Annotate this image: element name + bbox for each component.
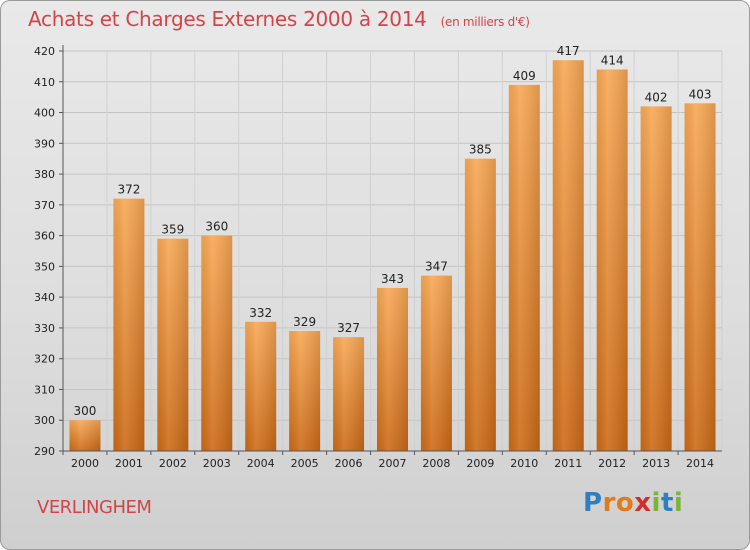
value-label-2002: 359: [161, 223, 184, 237]
value-label-2011: 417: [557, 44, 580, 58]
x-tick-label-2008: 2008: [422, 457, 450, 470]
value-label-2010: 409: [513, 69, 536, 83]
x-tick-label-2012: 2012: [598, 457, 626, 470]
bar-shade-2001: [113, 198, 145, 451]
logo-letter: i: [673, 488, 684, 518]
value-label-2000: 300: [74, 404, 97, 418]
x-tick-label-2007: 2007: [379, 457, 407, 470]
bar-shade-2013: [640, 106, 672, 451]
x-tick-label-2005: 2005: [291, 457, 319, 470]
chart-title: Achats et Charges Externes 2000 à 2014 (…: [28, 7, 530, 31]
x-tick-label-2006: 2006: [335, 457, 363, 470]
value-label-2013: 402: [645, 90, 668, 104]
value-label-2003: 360: [205, 220, 228, 234]
bar-shade-2006: [333, 337, 365, 451]
logo-letter: o: [615, 488, 635, 518]
logo-letter: r: [602, 488, 616, 518]
y-tick-label: 340: [34, 291, 55, 304]
value-label-2014: 403: [689, 87, 712, 101]
bar-shade-2008: [420, 275, 452, 451]
x-tick-label-2011: 2011: [554, 457, 582, 470]
bar-shade-2014: [684, 103, 716, 452]
bar-shade-2009: [464, 158, 496, 451]
x-tick-label-2013: 2013: [642, 457, 670, 470]
y-tick-label: 410: [34, 76, 55, 89]
bar-shade-2010: [508, 84, 540, 451]
y-tick-label: 360: [34, 230, 55, 243]
bars: 300 372 359 360 332 329 327 343 347 385 409 417 414 4…: [69, 44, 716, 452]
value-label-2012: 414: [601, 53, 624, 67]
value-label-2004: 332: [249, 306, 272, 320]
x-tick-label-2000: 2000: [71, 457, 99, 470]
bar-shade-2007: [377, 287, 408, 451]
commune-name: VERLINGHEM: [37, 497, 152, 518]
y-tick-label: 320: [34, 353, 55, 366]
logo-letter: t: [660, 488, 674, 518]
x-tick-label-2004: 2004: [247, 457, 275, 470]
y-tick-label: 400: [34, 107, 55, 120]
y-tick-label: 300: [34, 414, 55, 427]
x-tick-label-2001: 2001: [115, 457, 143, 470]
y-tick-label: 370: [34, 199, 55, 212]
bar-shade-2000: [69, 420, 101, 451]
y-tick-label: 390: [34, 137, 55, 150]
chart-title-text: Achats et Charges Externes 2000 à 2014: [28, 7, 427, 31]
value-label-2009: 385: [469, 143, 492, 157]
y-tick-label: 290: [34, 445, 55, 458]
bar-shade-2002: [157, 238, 189, 451]
bar-shade-2012: [596, 69, 628, 451]
x-tick-label-2014: 2014: [686, 457, 714, 470]
value-label-2006: 327: [337, 321, 360, 335]
y-tick-label: 310: [34, 383, 55, 396]
chart-unit: (en milliers d'€): [440, 15, 530, 29]
value-label-2008: 347: [425, 260, 448, 274]
value-label-2007: 343: [381, 272, 404, 286]
y-tick-label: 380: [34, 168, 55, 181]
bar-shade-2004: [245, 321, 277, 451]
bar-shade-2003: [201, 235, 233, 451]
y-tick-label: 350: [34, 260, 55, 273]
value-label-2001: 372: [117, 183, 140, 197]
proxiti-logo[interactable]: Proxiti: [583, 488, 683, 518]
x-tick-label-2002: 2002: [159, 457, 187, 470]
logo-letter: P: [583, 488, 603, 518]
x-tick-label-2003: 2003: [203, 457, 231, 470]
bar-shade-2005: [289, 331, 321, 451]
y-tick-label: 420: [34, 45, 55, 58]
value-label-2005: 329: [293, 315, 316, 329]
x-tick-label-2010: 2010: [510, 457, 538, 470]
y-tick-label: 330: [34, 322, 55, 335]
logo-letter: i: [651, 488, 661, 518]
bar-shade-2011: [552, 60, 584, 451]
x-tick-label-2009: 2009: [466, 457, 494, 470]
axes: 290 300 310 320 330 340 350 360 370 380 390 400 410 4…: [34, 45, 722, 470]
logo-letter: x: [634, 488, 652, 518]
